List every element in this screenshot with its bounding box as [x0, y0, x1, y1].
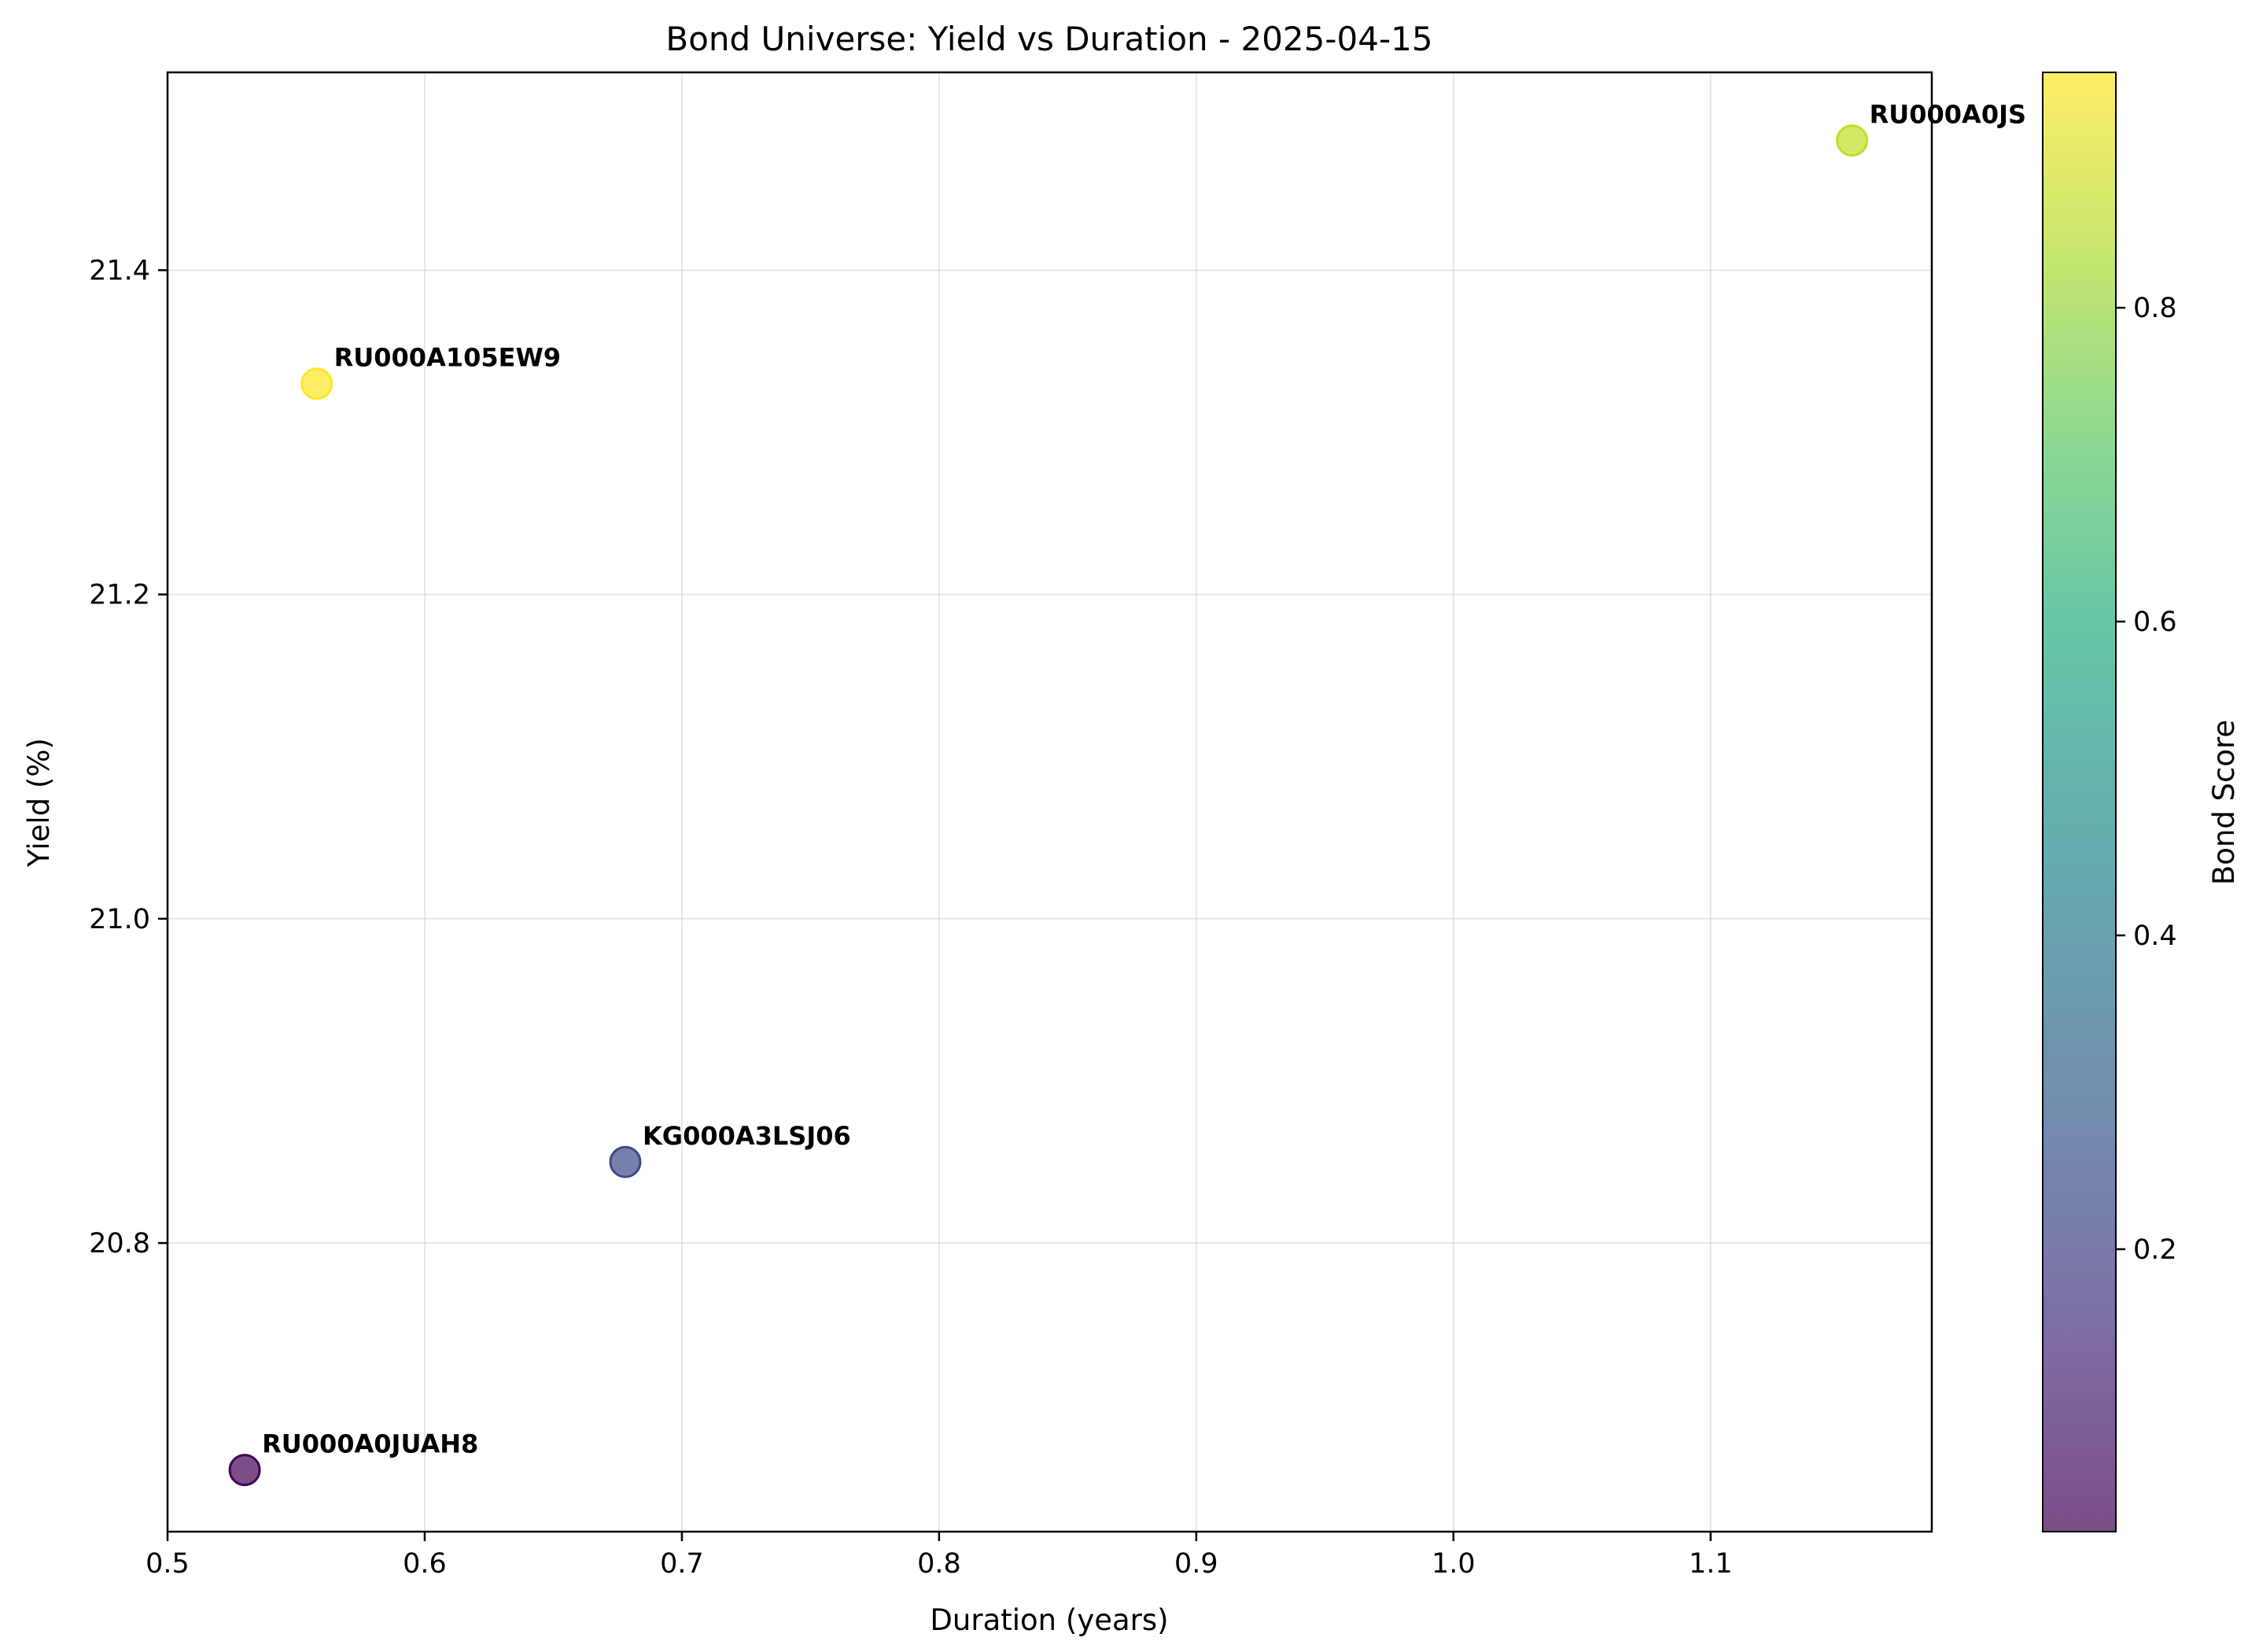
colorbar-label: Bond Score	[2207, 720, 2241, 885]
y-tick-label: 21.2	[89, 580, 150, 611]
y-tick-label: 21.0	[89, 904, 150, 935]
x-tick-label: 1.1	[1689, 1548, 1733, 1580]
colorbar-tick-label: 0.2	[2133, 1234, 2177, 1266]
colorbar-tick-label: 0.6	[2133, 607, 2177, 638]
colorbar-tick-label: 0.4	[2133, 920, 2177, 952]
x-tick-label: 0.9	[1174, 1548, 1218, 1580]
y-tick-label: 20.8	[89, 1228, 150, 1259]
colorbar	[2042, 72, 2117, 1532]
x-axis-label: Duration (years)	[930, 1603, 1168, 1637]
y-axis-ticks: 20.8 21.0 21.2 21.4	[89, 255, 168, 1259]
point-label: RU000A0JS	[1870, 100, 2026, 130]
point-label: KG000A3LSJ06	[643, 1121, 851, 1151]
data-points: RU000A0JUAH8 KG000A3LSJ06 RU000A105EW9 RU00…	[228, 100, 2026, 1487]
y-tick-label: 21.4	[89, 255, 150, 286]
colorbar-ticks: 0.2 0.4 0.6 0.8	[2116, 293, 2177, 1266]
x-tick-label: 1.0	[1432, 1548, 1476, 1580]
grid-lines	[167, 72, 1932, 1532]
point-label: RU000A105EW9	[334, 343, 561, 373]
x-tick-label: 0.6	[403, 1548, 447, 1580]
clipped-points	[228, 124, 1869, 1487]
chart-title: Bond Universe: Yield vs Duration - 2025-…	[665, 20, 1432, 58]
data-point	[1836, 124, 1869, 157]
x-tick-label: 0.5	[146, 1548, 190, 1580]
point-label: RU000A0JUAH8	[262, 1429, 478, 1459]
y-axis-label: Yield (%)	[22, 738, 56, 868]
x-axis-ticks: 0.5 0.6 0.7 0.8 0.9 1.0 1.1	[146, 1532, 1733, 1580]
x-tick-label: 0.8	[917, 1548, 961, 1580]
data-point	[609, 1145, 642, 1178]
colorbar-tick-label: 0.8	[2133, 293, 2177, 324]
plot-frame	[166, 71, 1933, 1533]
x-tick-label: 0.7	[660, 1548, 704, 1580]
data-point	[228, 1454, 261, 1487]
data-point	[300, 367, 334, 400]
